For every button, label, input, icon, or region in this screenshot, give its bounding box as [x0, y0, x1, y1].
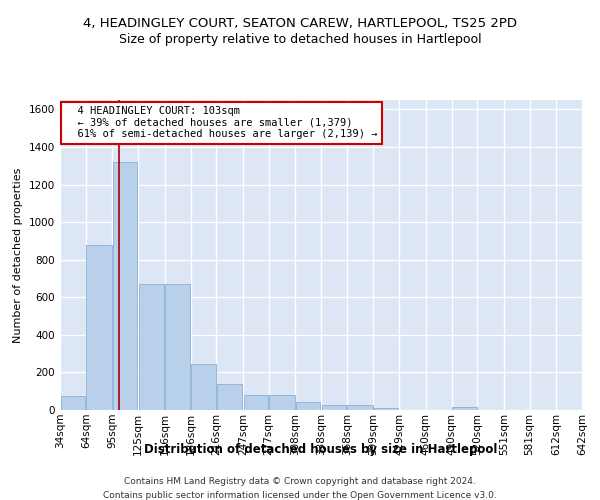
Bar	[269, 395, 295, 410]
Bar	[244, 395, 268, 410]
Bar	[61, 396, 85, 410]
Bar	[217, 384, 242, 410]
Bar	[347, 404, 373, 410]
Text: 4 HEADINGLEY COURT: 103sqm
  ← 39% of detached houses are smaller (1,379)
  61% : 4 HEADINGLEY COURT: 103sqm ← 39% of deta…	[65, 106, 378, 140]
Text: Size of property relative to detached houses in Hartlepool: Size of property relative to detached ho…	[119, 32, 481, 46]
Bar	[322, 404, 346, 410]
Text: Contains public sector information licensed under the Open Government Licence v3: Contains public sector information licen…	[103, 491, 497, 500]
Bar	[374, 408, 398, 410]
Text: Contains HM Land Registry data © Crown copyright and database right 2024.: Contains HM Land Registry data © Crown c…	[124, 478, 476, 486]
Bar	[166, 284, 190, 410]
Text: 4, HEADINGLEY COURT, SEATON CAREW, HARTLEPOOL, TS25 2PD: 4, HEADINGLEY COURT, SEATON CAREW, HARTL…	[83, 18, 517, 30]
Bar	[86, 244, 112, 410]
Bar	[452, 406, 476, 410]
Bar	[296, 402, 320, 410]
Y-axis label: Number of detached properties: Number of detached properties	[13, 168, 23, 342]
Bar	[139, 284, 164, 410]
Text: Distribution of detached houses by size in Hartlepool: Distribution of detached houses by size …	[145, 442, 497, 456]
Bar	[191, 364, 215, 410]
Bar	[113, 162, 137, 410]
